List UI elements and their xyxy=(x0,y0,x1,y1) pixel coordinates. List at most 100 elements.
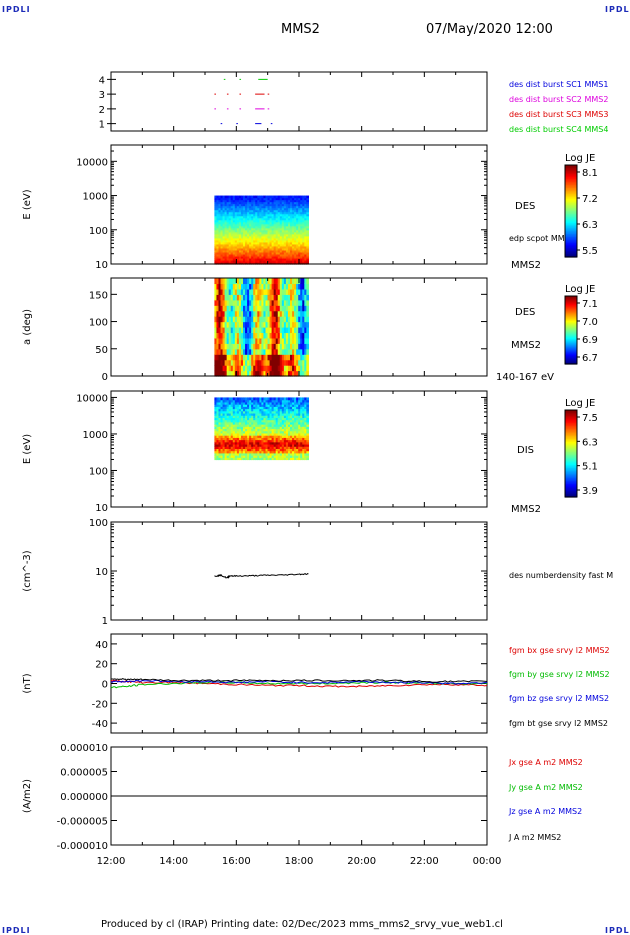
dis-energy-cell xyxy=(257,455,260,458)
des-energy-cell xyxy=(302,213,305,217)
des-energy-cell xyxy=(234,207,238,211)
dis-energy-colorbar-cell xyxy=(565,469,577,472)
dis-energy-cell xyxy=(224,455,228,458)
des-energy-cell xyxy=(226,227,230,231)
des-energy-cell xyxy=(273,219,277,223)
des-energy-cell xyxy=(296,195,299,199)
des-pitch-cell xyxy=(247,337,250,344)
des-energy-cell xyxy=(290,261,293,265)
des-pitch-cell xyxy=(214,337,218,344)
des-energy-cell xyxy=(294,243,297,247)
dis-energy-cell xyxy=(261,412,265,416)
des-energy-cell xyxy=(230,225,234,229)
des-energy-cell xyxy=(298,243,301,247)
dis-energy-cell xyxy=(259,424,262,427)
dis-energy-cell xyxy=(230,415,234,418)
des-pitch-cell xyxy=(263,359,267,366)
des-pitch-cell xyxy=(302,370,305,377)
des-energy-cell xyxy=(261,199,265,203)
des-energy-cell xyxy=(302,229,305,233)
des-energy-cell xyxy=(259,245,262,249)
des-energy-cell xyxy=(220,233,224,237)
des-energy-cell xyxy=(236,199,240,203)
des-energy-cell xyxy=(257,231,260,235)
des-pitch-cell xyxy=(222,316,226,323)
dis-energy-cell xyxy=(230,406,234,410)
dis-energy-cell xyxy=(222,410,226,414)
des-pitch-cell xyxy=(230,310,234,317)
dis-energy-cell xyxy=(228,435,232,438)
des-energy-cell xyxy=(292,195,295,199)
des-energy-cell xyxy=(275,241,279,245)
des-energy-cell xyxy=(261,225,265,229)
dis-energy-cell xyxy=(267,404,271,407)
des-energy-cell xyxy=(255,227,258,231)
des-energy-cell xyxy=(228,223,232,227)
dis-energy-cell xyxy=(245,441,248,445)
des-energy-cell xyxy=(263,241,267,245)
dis-energy-cell xyxy=(253,450,256,454)
des-energy-cell xyxy=(265,259,269,263)
des-pitch-cell xyxy=(247,316,250,323)
des-energy-cell xyxy=(214,209,218,213)
des-pitch-cell xyxy=(238,321,242,328)
des-pitch-colorbar-cell xyxy=(565,339,577,341)
des-pitch-cell xyxy=(224,359,228,366)
des-pitch-cell xyxy=(236,278,240,285)
des-energy-cell xyxy=(259,213,262,217)
dis-energy-cell xyxy=(226,443,230,447)
des-pitch-cell xyxy=(298,288,301,295)
des-pitch-cell xyxy=(304,294,307,301)
des-energy-cell xyxy=(265,227,269,231)
des-energy-cell xyxy=(277,231,281,235)
dis-energy-cell xyxy=(232,401,236,405)
dis-energy-cell xyxy=(226,408,230,412)
des-energy-cell xyxy=(245,211,248,215)
des-energy-cell xyxy=(255,229,258,233)
des-pitch-cell xyxy=(238,332,242,339)
dis-energy-cell xyxy=(218,446,222,450)
des-energy-cell xyxy=(300,235,303,239)
des-pitch-cell xyxy=(271,365,275,372)
des-pitch-cell xyxy=(224,305,228,312)
dis-energy-cell xyxy=(251,448,254,452)
des-energy-cell xyxy=(269,215,273,219)
dis-energy-cell xyxy=(216,455,220,458)
dis-energy-cell xyxy=(304,399,307,403)
des-energy-cell xyxy=(240,245,244,249)
des-energy-cell xyxy=(257,251,260,255)
des-pitch-cell xyxy=(236,321,240,328)
dis-energy-colorbar-cell xyxy=(565,436,577,439)
des-energy-cell xyxy=(253,211,256,215)
des-pitch-cell xyxy=(240,327,244,334)
des-pitch-cell xyxy=(259,332,262,339)
dis-energy-cell xyxy=(226,421,230,425)
dis-energy-cell xyxy=(304,419,307,423)
des-energy-cell xyxy=(304,225,307,229)
des-pitch-cell xyxy=(234,343,238,350)
des-energy-cell xyxy=(259,195,262,199)
des-energy-cell xyxy=(273,201,277,205)
des-energy-cell xyxy=(224,195,228,199)
dis-energy-cell xyxy=(220,406,224,410)
des-energy-cell xyxy=(298,227,301,231)
des-energy-cell xyxy=(251,257,254,261)
des-energy-cell xyxy=(275,205,279,209)
dis-energy-cell xyxy=(226,452,230,456)
des-pitch-cell xyxy=(228,327,232,334)
des-energy-cell xyxy=(271,217,275,221)
des-pitch-cell xyxy=(296,359,299,366)
dis-energy-cell xyxy=(224,397,228,401)
dis-energy-cell xyxy=(290,437,293,441)
des-energy-cell xyxy=(245,261,248,265)
des-pitch-cell xyxy=(224,337,228,344)
des-energy-cell xyxy=(273,217,277,221)
dis-energy-cell xyxy=(292,457,295,461)
des-pitch-cell xyxy=(214,332,218,339)
des-energy-cell xyxy=(240,257,244,261)
des-energy-cell xyxy=(273,243,277,247)
des-energy-cell xyxy=(226,241,230,245)
dis-energy-cell xyxy=(224,435,228,438)
des-pitch-cell xyxy=(251,343,254,350)
des-energy-cell xyxy=(294,241,297,245)
